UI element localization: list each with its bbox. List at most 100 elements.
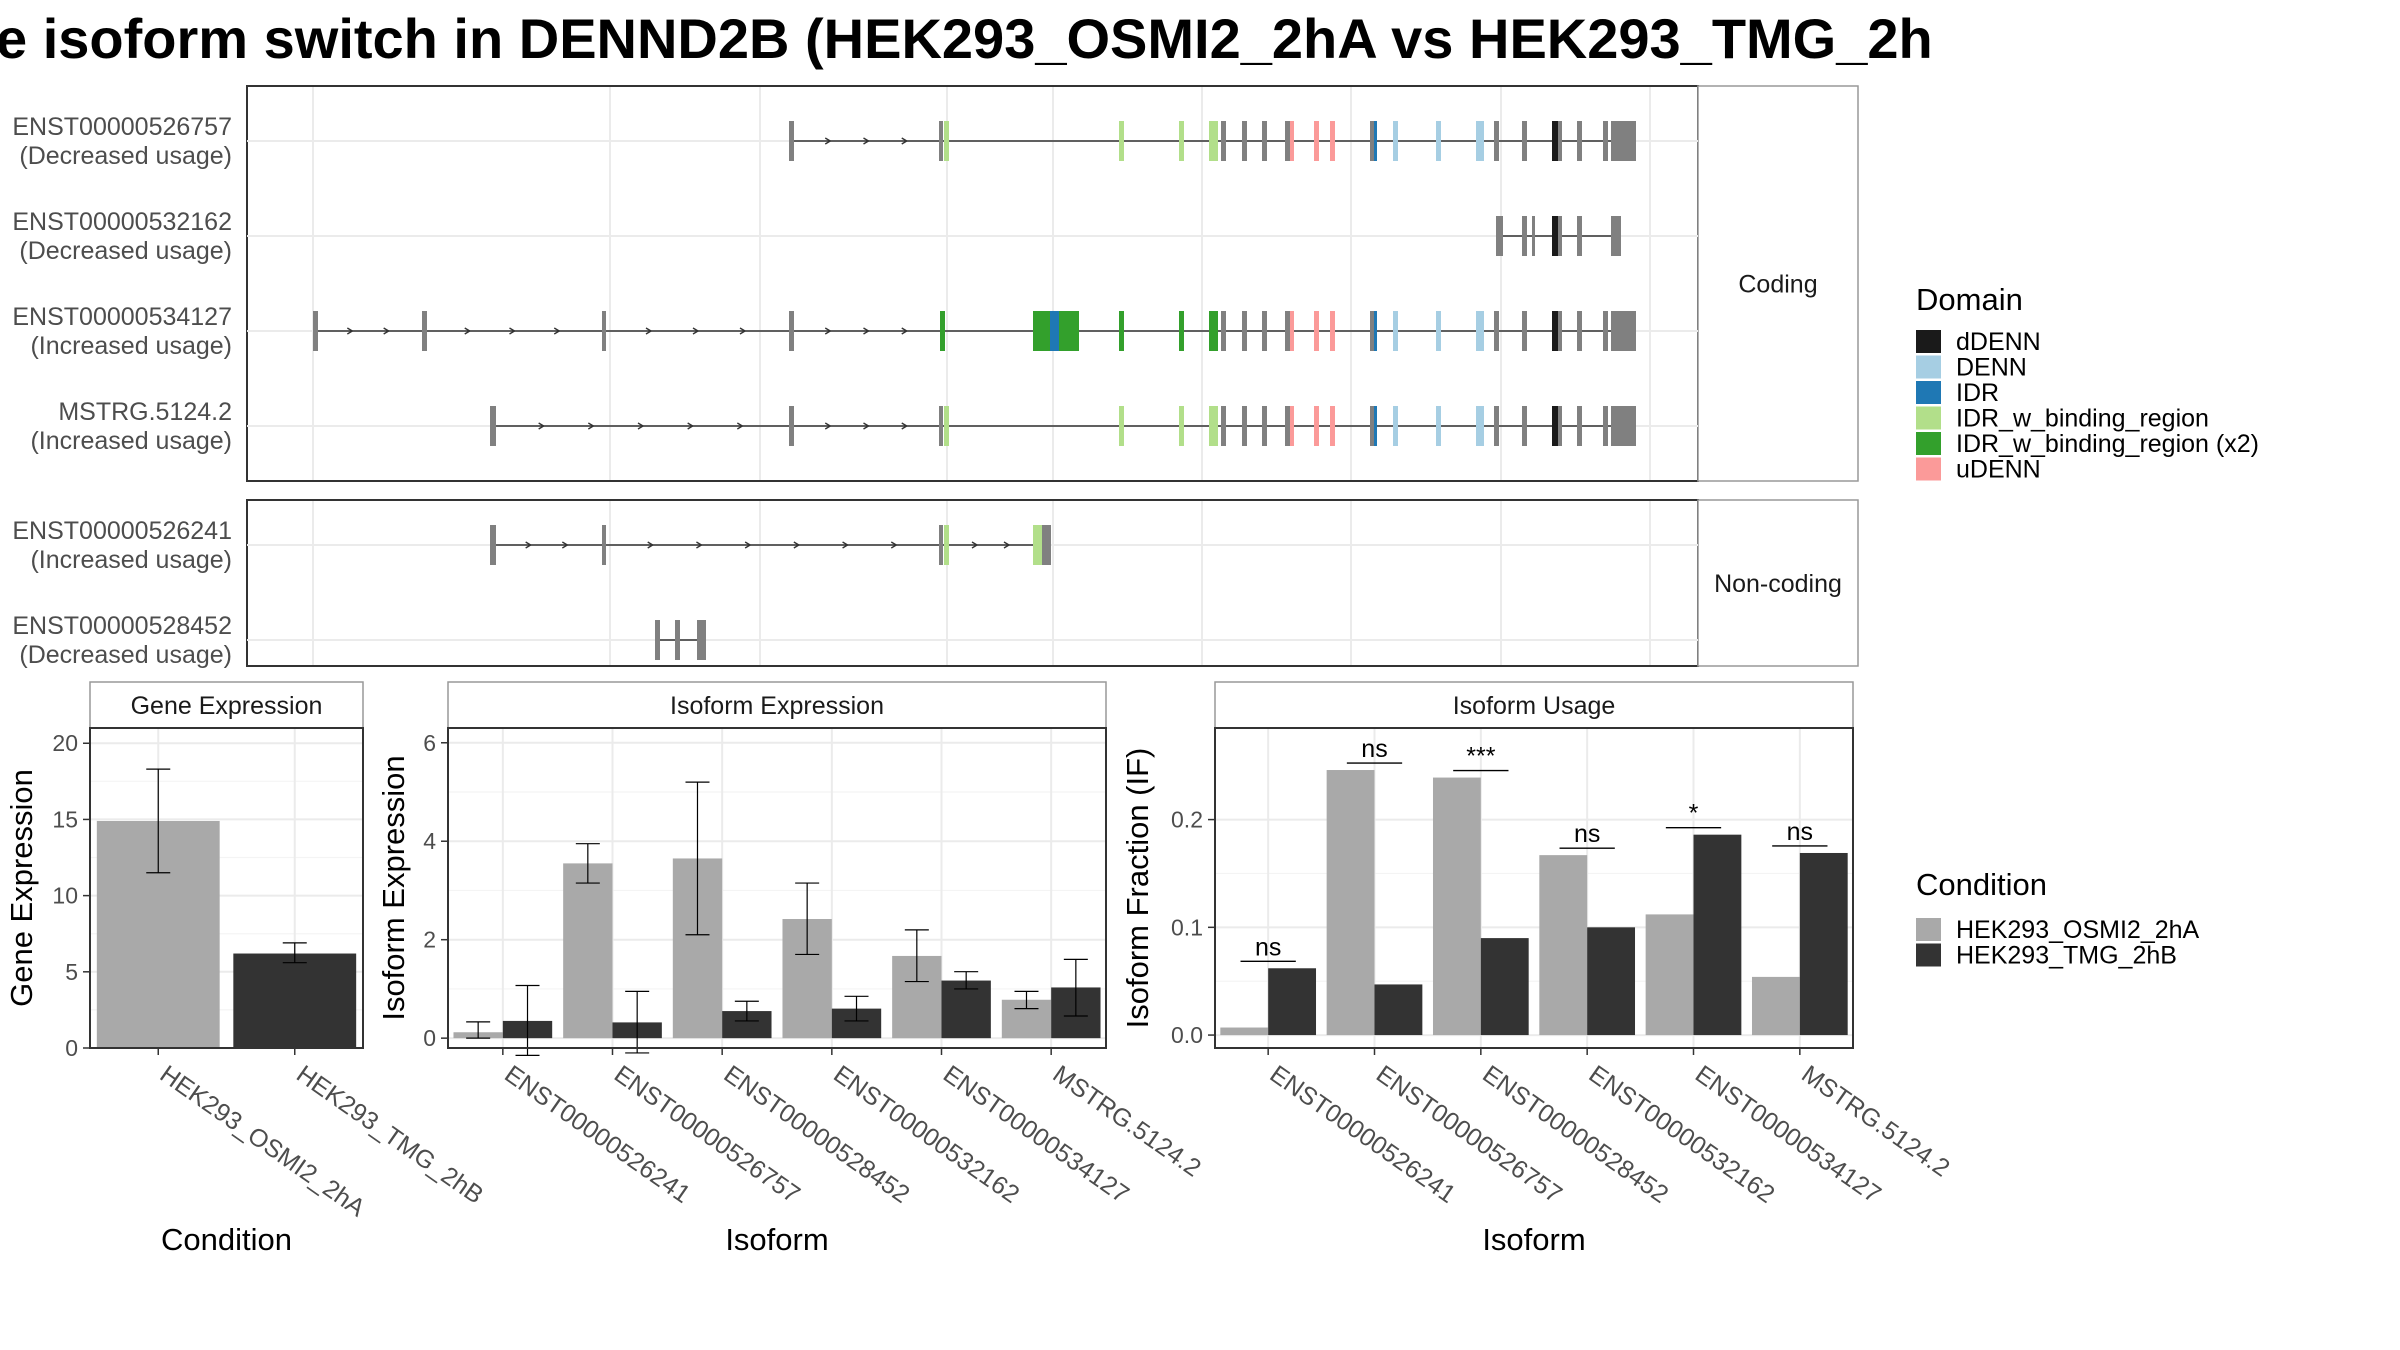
y-tick-label: 5 <box>65 959 78 985</box>
legend-key <box>1916 381 1941 404</box>
legend-title: Domain <box>1916 282 2023 317</box>
bar <box>1220 1027 1269 1036</box>
exon <box>1330 311 1335 351</box>
y-axis-title: Isoform Fraction (IF) <box>1120 748 1155 1029</box>
bar <box>1645 914 1694 1036</box>
y-axis-title: Isoform Expression <box>376 755 411 1020</box>
y-tick-label: 20 <box>52 730 78 756</box>
direction-arrow <box>696 541 703 549</box>
usage-label: (Increased usage) <box>30 332 232 360</box>
exon <box>1262 311 1267 351</box>
legend-key <box>1916 432 1941 455</box>
facet-strip <box>1697 85 1859 482</box>
direction-arrow <box>1003 541 1011 549</box>
exon <box>1179 406 1184 446</box>
direction-arrow <box>346 327 354 335</box>
exon <box>1242 311 1247 351</box>
gene-expression-panel: Gene ExpressionHEK293_OSMI2_2hAHEK293_TM… <box>4 681 488 1257</box>
bar <box>1268 968 1317 1036</box>
exon <box>1330 406 1335 446</box>
significance-label: ns <box>1574 820 1600 848</box>
exon <box>1119 406 1124 446</box>
exon <box>1552 406 1560 446</box>
transcript-track <box>313 311 1636 351</box>
direction-arrow <box>383 327 391 335</box>
transcript-track <box>490 525 1051 565</box>
direction-arrow <box>793 541 801 549</box>
exon <box>1290 311 1294 351</box>
exon <box>1370 406 1375 446</box>
legend-label: uDENN <box>1956 456 2041 484</box>
legend-key <box>1916 355 1941 379</box>
exon <box>1285 121 1290 161</box>
exon <box>1603 406 1608 446</box>
direction-arrow <box>561 541 569 549</box>
exon <box>1552 121 1560 161</box>
x-tick-label: ENST00000526241 <box>1265 1060 1461 1209</box>
legend-key <box>1916 406 1941 430</box>
exon <box>789 311 794 351</box>
legend-label: DENN <box>1956 354 2027 382</box>
panel-strip <box>89 681 364 729</box>
y-tick-label: 2 <box>423 927 436 953</box>
panel-background <box>247 86 1698 481</box>
legend-label: HEK293_TMG_2hB <box>1956 942 2177 970</box>
exon <box>1374 121 1377 161</box>
direction-arrow <box>901 422 909 430</box>
y-axis-title: Gene Expression <box>4 769 39 1007</box>
x-tick-label: ENST00000532162 <box>828 1060 1024 1209</box>
usage-label: (Decreased usage) <box>19 641 232 669</box>
significance-label: ns <box>1361 735 1387 763</box>
exon <box>1314 311 1319 351</box>
usage-label: (Increased usage) <box>30 546 232 574</box>
exon <box>422 311 427 351</box>
significance-label: *** <box>1466 743 1495 771</box>
direction-arrow <box>890 541 898 549</box>
exon <box>1558 216 1562 256</box>
y-tick-label: 6 <box>423 730 436 756</box>
exon <box>1290 121 1294 161</box>
panel-background <box>247 500 1698 666</box>
exon <box>1314 121 1319 161</box>
x-axis-title: Condition <box>161 1222 292 1257</box>
direction-arrow <box>739 327 747 335</box>
transcript-label: MSTRG.5124.2 <box>58 398 232 426</box>
exon <box>602 311 606 351</box>
transcript-label: ENST00000526241 <box>12 517 232 545</box>
panel-border <box>1214 727 1854 1049</box>
y-tick-label: 0 <box>423 1025 436 1051</box>
direction-arrow <box>863 327 870 335</box>
exon <box>1603 121 1608 161</box>
exon <box>1119 121 1124 161</box>
bar <box>1587 927 1636 1036</box>
transcript-track <box>789 121 1636 161</box>
bar <box>1432 777 1481 1036</box>
exon <box>1033 525 1042 565</box>
exon <box>1577 216 1582 256</box>
exon <box>1496 216 1503 256</box>
panel-strip <box>1214 681 1854 729</box>
panel-title: Isoform Usage <box>1453 692 1616 720</box>
panel-background <box>1215 728 1853 1048</box>
exon <box>1611 121 1636 161</box>
bar <box>1693 834 1742 1036</box>
exon <box>1552 311 1560 351</box>
exon <box>1209 311 1218 351</box>
exon <box>1050 311 1059 351</box>
exon <box>1577 121 1582 161</box>
exon <box>939 406 943 446</box>
exon <box>1558 406 1562 446</box>
facet-strip <box>1697 499 1859 667</box>
exon <box>1242 121 1247 161</box>
bar <box>1539 855 1588 1036</box>
exon <box>1242 406 1247 446</box>
exon <box>490 525 496 565</box>
legend-label: dDENN <box>1956 328 2041 356</box>
exon <box>1042 525 1051 565</box>
bar <box>563 863 613 1039</box>
x-axis-title: Isoform <box>725 1222 828 1257</box>
transcript-structure-panel: CodingNon-codingENST00000526757(Decrease… <box>12 85 1859 669</box>
exon <box>789 121 794 161</box>
page-title: e isoform switch in DENND2B (HEK293_OSMI… <box>0 7 1933 70</box>
direction-arrow <box>553 327 561 335</box>
